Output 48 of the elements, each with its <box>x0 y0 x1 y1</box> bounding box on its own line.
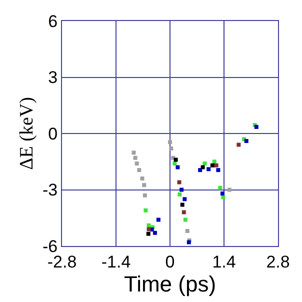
x-tick-label: -1.4 <box>101 252 131 272</box>
point <box>198 168 202 172</box>
point <box>156 218 160 222</box>
point <box>220 192 224 196</box>
point <box>183 218 188 222</box>
point <box>144 208 148 212</box>
point <box>172 162 177 166</box>
y-tick-label: 0 <box>48 124 58 144</box>
point <box>152 230 157 235</box>
y-tick-label: 3 <box>48 68 58 88</box>
point <box>210 163 214 168</box>
point <box>200 165 205 170</box>
point <box>137 168 142 172</box>
point <box>132 150 136 155</box>
point <box>202 162 207 166</box>
point <box>140 176 144 180</box>
point <box>146 232 150 236</box>
y-tick-label: 6 <box>48 12 58 31</box>
y-axis-title: ΔE (keV) <box>16 97 38 170</box>
point <box>206 167 211 172</box>
x-tick-label: 2.8 <box>266 252 290 272</box>
point <box>169 146 174 150</box>
point <box>142 193 147 198</box>
point <box>236 142 241 147</box>
point <box>216 168 220 172</box>
point <box>178 192 182 196</box>
x-tick-label: 1.4 <box>212 252 236 272</box>
point <box>185 229 190 233</box>
point <box>182 210 186 214</box>
point <box>168 140 172 144</box>
point <box>134 162 139 166</box>
point <box>176 165 180 170</box>
point <box>180 202 184 207</box>
point <box>182 197 187 202</box>
x-axis-title: Time (ps) <box>124 271 216 296</box>
point <box>212 160 216 164</box>
y-tick-label: -3 <box>42 180 58 200</box>
point <box>227 188 232 192</box>
point <box>177 180 182 184</box>
point <box>142 183 146 188</box>
point <box>146 227 151 232</box>
point <box>133 156 138 160</box>
point <box>221 195 226 200</box>
x-tick-label: 0 <box>165 252 175 272</box>
point <box>180 188 184 192</box>
point <box>174 158 178 162</box>
point <box>214 163 218 168</box>
point <box>218 186 222 190</box>
